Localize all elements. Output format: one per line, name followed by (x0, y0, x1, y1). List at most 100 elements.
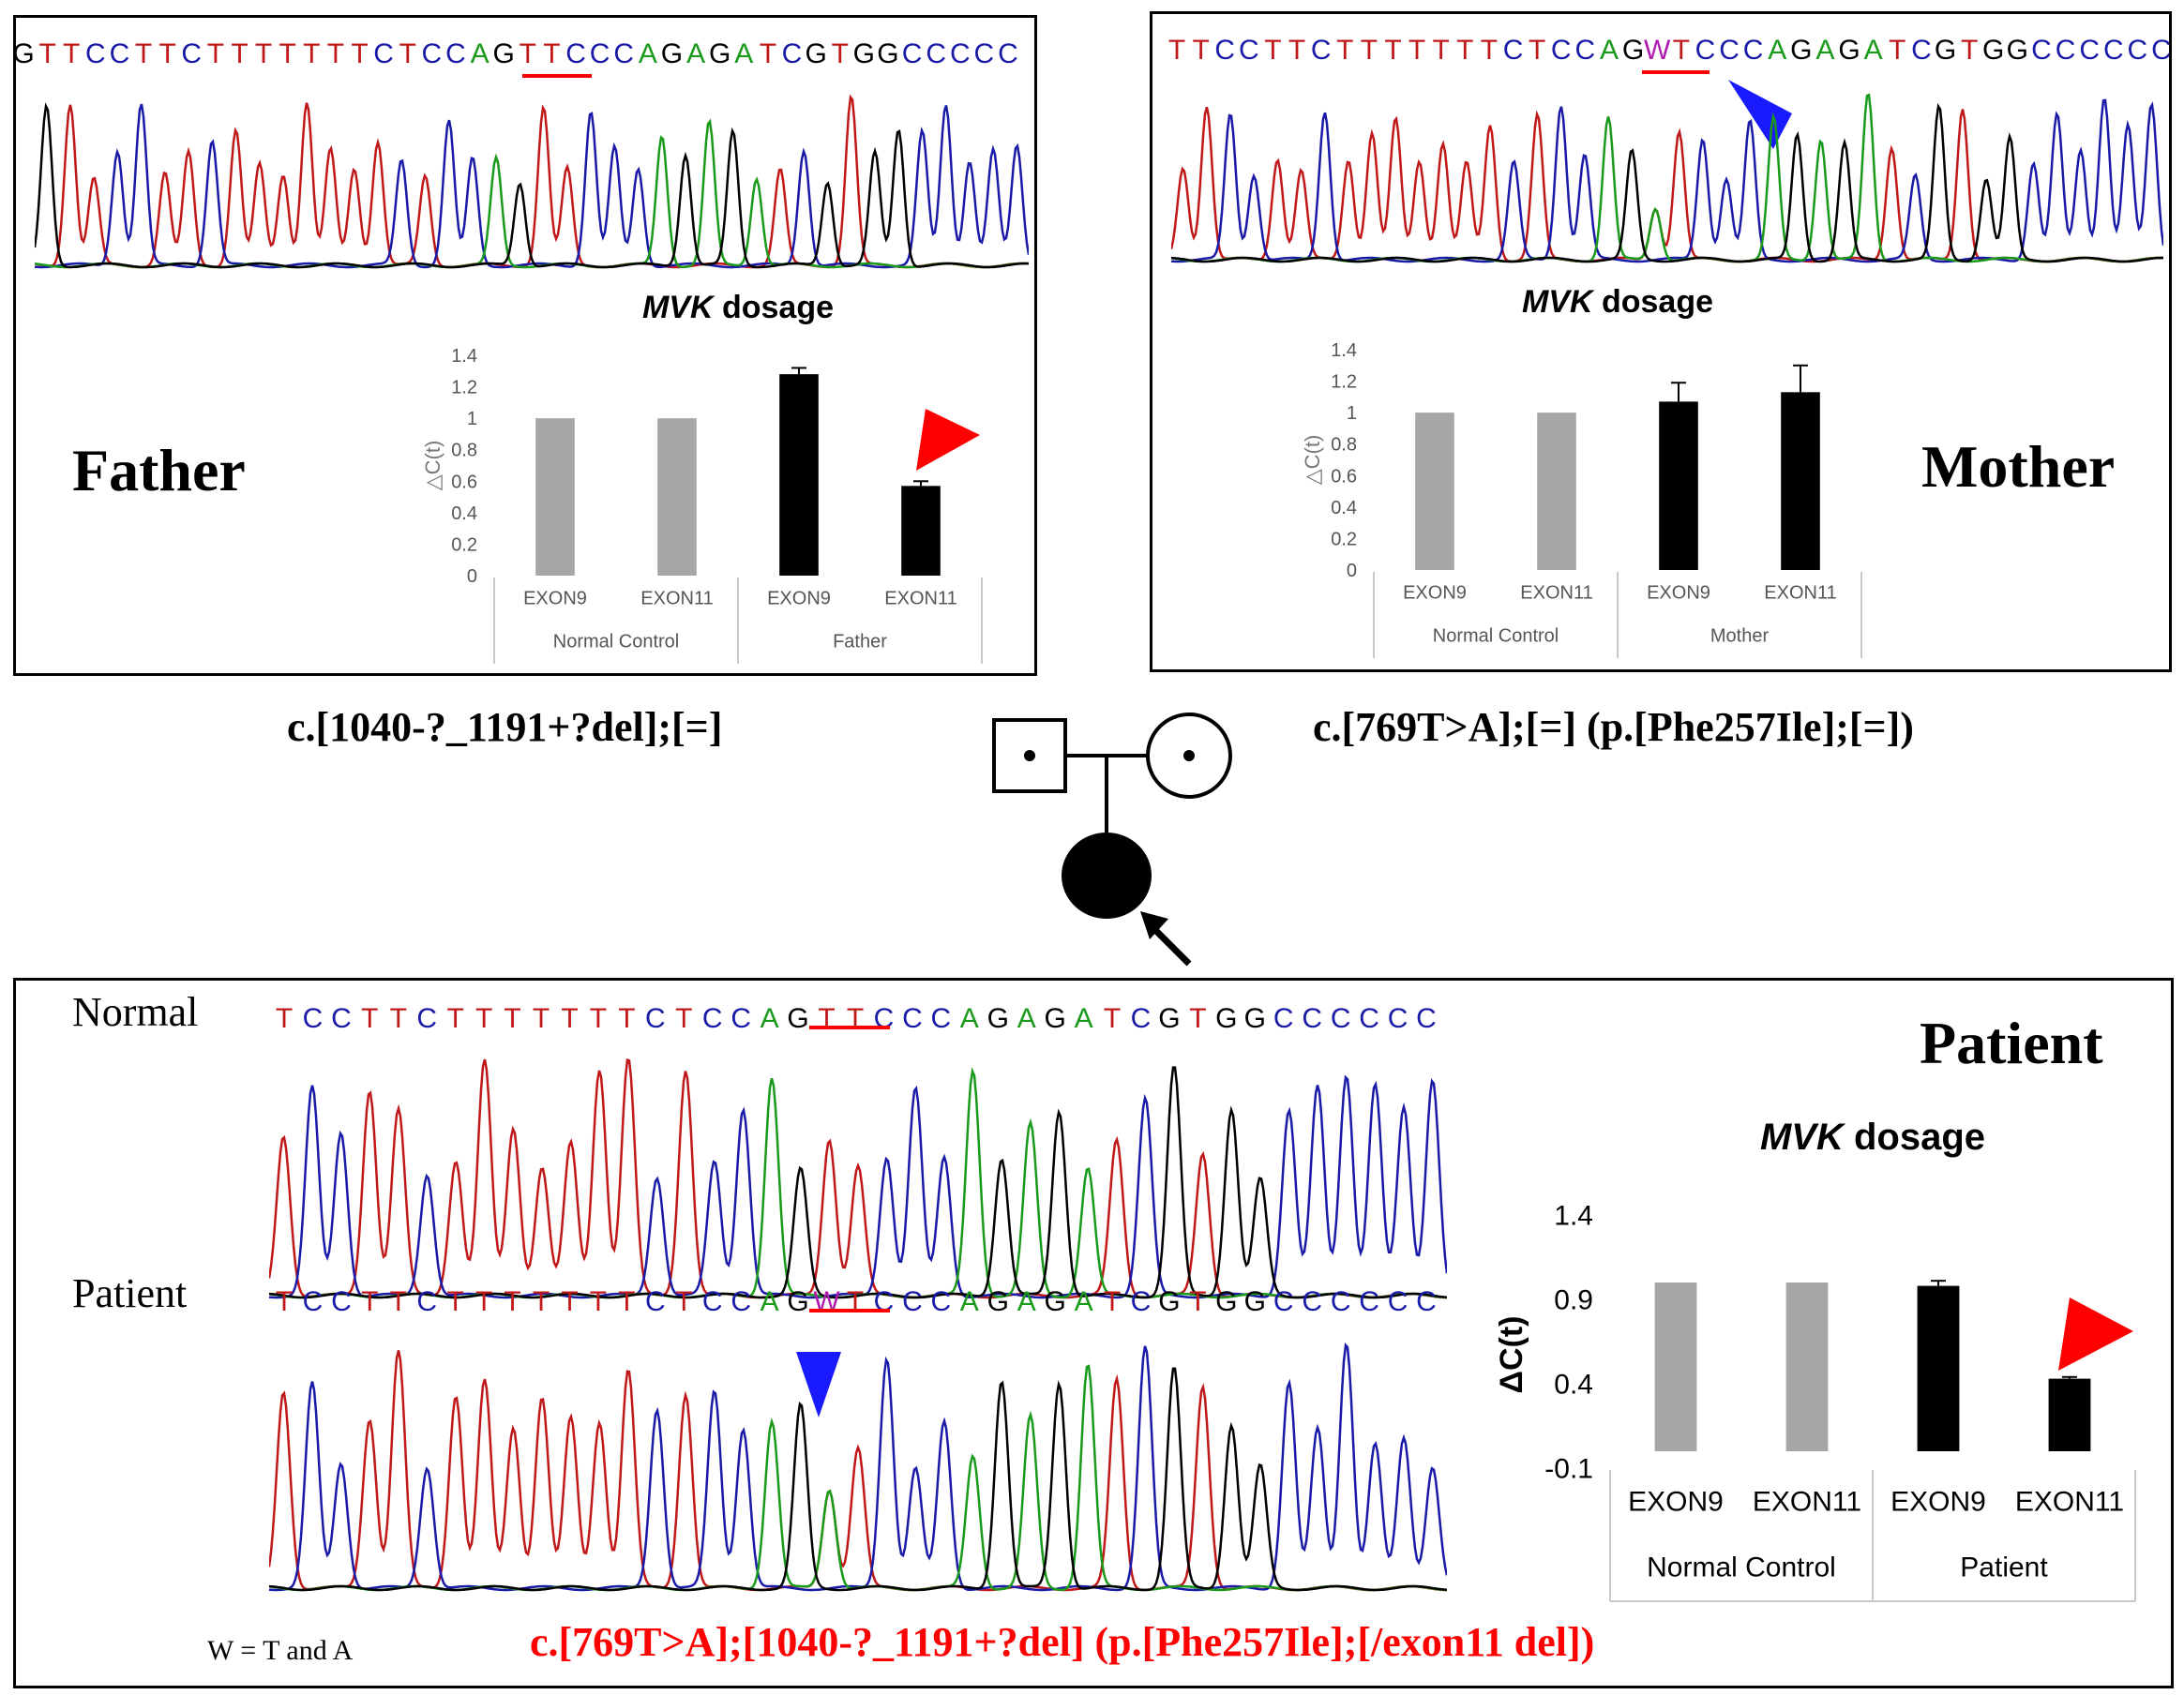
x-tick-label: EXON11 (1764, 583, 1836, 604)
base-letter: W (1644, 35, 1671, 66)
base-letter: T (590, 1286, 607, 1317)
x-tick-label: EXON11 (2015, 1486, 2124, 1517)
base-letter: C (1911, 35, 1932, 66)
x-tick-label: EXON9 (1403, 583, 1467, 604)
base-letter: T (1168, 35, 1185, 66)
y-tick-label: 1 (467, 409, 477, 429)
bar (779, 374, 819, 576)
base-letter: C (85, 38, 106, 69)
base-letter: G (661, 38, 683, 69)
patient-blue-arrowhead (796, 1352, 841, 1418)
base-letter: C (445, 38, 466, 69)
base-letter: C (1575, 35, 1596, 66)
base-letter: T (533, 1286, 550, 1317)
x-tick-label: EXON9 (1628, 1486, 1724, 1517)
base-letter: T (618, 1003, 635, 1034)
base-letter: T (561, 1286, 578, 1317)
base-letter: G (1158, 1003, 1180, 1034)
base-letter: C (1131, 1286, 1152, 1317)
x-tick-label: EXON9 (523, 589, 587, 609)
group-label: Normal Control (1433, 626, 1559, 647)
pedigree (992, 712, 1232, 967)
bar (2048, 1378, 2091, 1451)
base-letter: T (351, 38, 368, 69)
base-letter: A (1864, 35, 1883, 66)
base-letter: T (276, 1286, 293, 1317)
y-tick-label: 0 (467, 566, 477, 587)
base-letter: G (787, 1286, 808, 1317)
base-letter: C (1503, 35, 1524, 66)
base-letter: T (327, 38, 344, 69)
base-letter: C (1388, 1286, 1408, 1317)
trace-G (269, 1367, 1447, 1592)
base-letter: C (373, 38, 394, 69)
base-letter: T (590, 1003, 607, 1034)
normal-chromatogram (269, 1058, 1447, 1299)
base-letter: C (1416, 1003, 1437, 1034)
base-letter: C (702, 1003, 723, 1034)
base-letter: C (422, 38, 443, 69)
base-letter: G (1158, 1286, 1180, 1317)
base-letter: T (1192, 35, 1209, 66)
y-tick-label: 0.4 (1331, 498, 1357, 518)
group-label: Father (833, 632, 887, 652)
base-letter: A (1815, 35, 1834, 66)
base-letter: T (543, 38, 560, 69)
y-tick-label: -0.1 (1544, 1454, 1593, 1485)
base-letter: A (639, 38, 657, 69)
base-letter: C (1239, 35, 1259, 66)
base-letter: C (1302, 1286, 1322, 1317)
bar (535, 418, 575, 576)
bar (1654, 1282, 1697, 1451)
base-letter: G (16, 38, 35, 69)
base-letter: T (1104, 1286, 1121, 1317)
base-letter: G (1982, 35, 2004, 66)
base-letter: T (255, 38, 272, 69)
base-letter: C (1416, 1286, 1437, 1317)
base-letter: T (1433, 35, 1450, 66)
base-letter: C (181, 38, 202, 69)
base-letter: A (734, 38, 753, 69)
x-tick-label: EXON11 (640, 589, 713, 609)
x-tick-label: EXON11 (1753, 1486, 1861, 1517)
father-chromatogram (35, 94, 1029, 269)
base-letter: C (1695, 35, 1716, 66)
base-letter: C (931, 1003, 952, 1034)
base-letter: C (1331, 1003, 1351, 1034)
base-letter: A (1017, 1003, 1036, 1034)
mother-underline (1642, 70, 1710, 74)
base-letter: T (38, 38, 55, 69)
father-carrier-dot (1024, 750, 1035, 761)
base-letter: C (1311, 35, 1332, 66)
base-letter: C (1214, 35, 1235, 66)
base-letter: C (110, 38, 130, 69)
base-letter: T (533, 1003, 550, 1034)
base-letter: C (926, 38, 946, 69)
base-letter: C (731, 1003, 751, 1034)
y-tick-label: 0.8 (1331, 435, 1357, 456)
base-letter: T (1673, 35, 1690, 66)
base-letter: C (590, 38, 610, 69)
base-letter: T (279, 38, 296, 69)
base-letter: G (1935, 35, 1956, 66)
proband-arrow-line (1151, 925, 1192, 967)
base-letter: T (1361, 35, 1378, 66)
base-letter: C (1302, 1003, 1322, 1034)
base-letter: C (565, 38, 586, 69)
base-letter: T (1408, 35, 1425, 66)
base-letter: T (231, 38, 248, 69)
base-letter: C (1273, 1286, 1294, 1317)
base-letter: T (847, 1286, 864, 1317)
patient-variant: c.[769T>A];[1040-?_1191+?del] (p.[Phe257… (530, 1619, 1595, 1665)
base-letter: T (1264, 35, 1281, 66)
base-letter: C (1273, 1003, 1294, 1034)
base-letter: T (760, 38, 776, 69)
y-tick-label: 1.4 (1331, 340, 1357, 361)
x-tick-label: EXON11 (884, 589, 956, 609)
x-tick-label: EXON9 (767, 589, 831, 609)
patient-dosage-chart: MVK dosage ΔC(t) -0.1 0.4 0.9 1.4 EXON9 EXON11 E… (1494, 1117, 2136, 1602)
base-letter: C (1331, 1286, 1351, 1317)
base-letter: C (950, 38, 971, 69)
base-letter: G (1838, 35, 1860, 66)
